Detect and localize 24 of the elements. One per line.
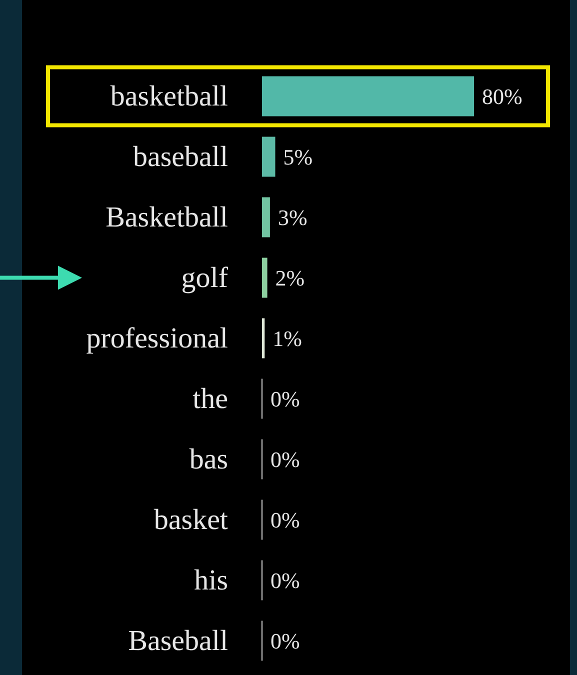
data-label: 1% <box>272 326 302 351</box>
y-tick-label: his <box>194 564 228 596</box>
data-label: 3% <box>278 204 308 230</box>
y-tick-label: bas <box>189 443 228 476</box>
y-tick-label: Basketball <box>106 201 228 234</box>
y-tick-label: basket <box>154 504 228 536</box>
data-label: 2% <box>275 265 305 290</box>
data-label: 0% <box>270 507 300 532</box>
y-tick-label: Baseball <box>128 624 228 657</box>
data-label: 0% <box>270 386 300 412</box>
bar <box>262 258 268 298</box>
y-tick-label: the <box>192 382 228 415</box>
data-label: 0% <box>270 628 300 654</box>
y-tick-label: golf <box>181 262 228 294</box>
bar <box>262 197 270 238</box>
y-tick-label: basketball <box>110 80 228 112</box>
data-label: 80% <box>482 84 522 109</box>
data-label: 0% <box>270 446 300 472</box>
y-tick-label: professional <box>86 322 228 354</box>
bar <box>262 136 276 177</box>
bar <box>262 76 474 116</box>
y-tick-label: baseball <box>132 140 228 173</box>
data-label: 5% <box>283 144 313 170</box>
data-label: 0% <box>270 568 300 593</box>
